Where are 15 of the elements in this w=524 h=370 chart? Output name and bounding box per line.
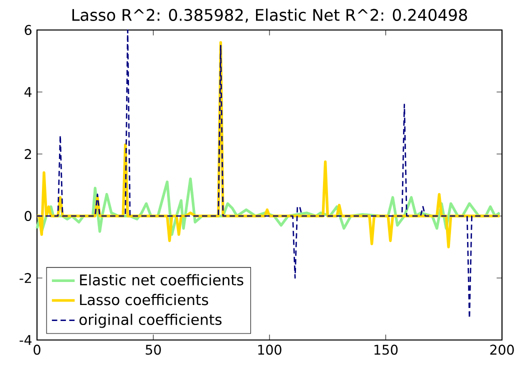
legend-label: Lasso coefficients — [80, 294, 208, 306]
y-tick-label: 4 — [24, 87, 32, 97]
legend-label: original coefficients — [79, 314, 222, 328]
x-tick-label: 150 — [374, 344, 398, 355]
y-tick-label: 2 — [24, 149, 31, 159]
y-tick-label: -4 — [20, 335, 32, 345]
legend-label: Elastic net coefficients — [80, 274, 244, 286]
y-tick-label: -2 — [20, 273, 31, 283]
x-tick-label: 200 — [490, 344, 514, 355]
x-tick-label: 0 — [34, 344, 40, 355]
x-tick-label: 100 — [258, 344, 282, 355]
y-tick-label: 0 — [24, 210, 32, 222]
x-tick-label: 50 — [146, 344, 161, 355]
chart-title: Lasso R^2: 0.385982, Elastic Net R^2: 0.240498 — [72, 8, 468, 23]
y-tick-label: 6 — [24, 24, 32, 36]
